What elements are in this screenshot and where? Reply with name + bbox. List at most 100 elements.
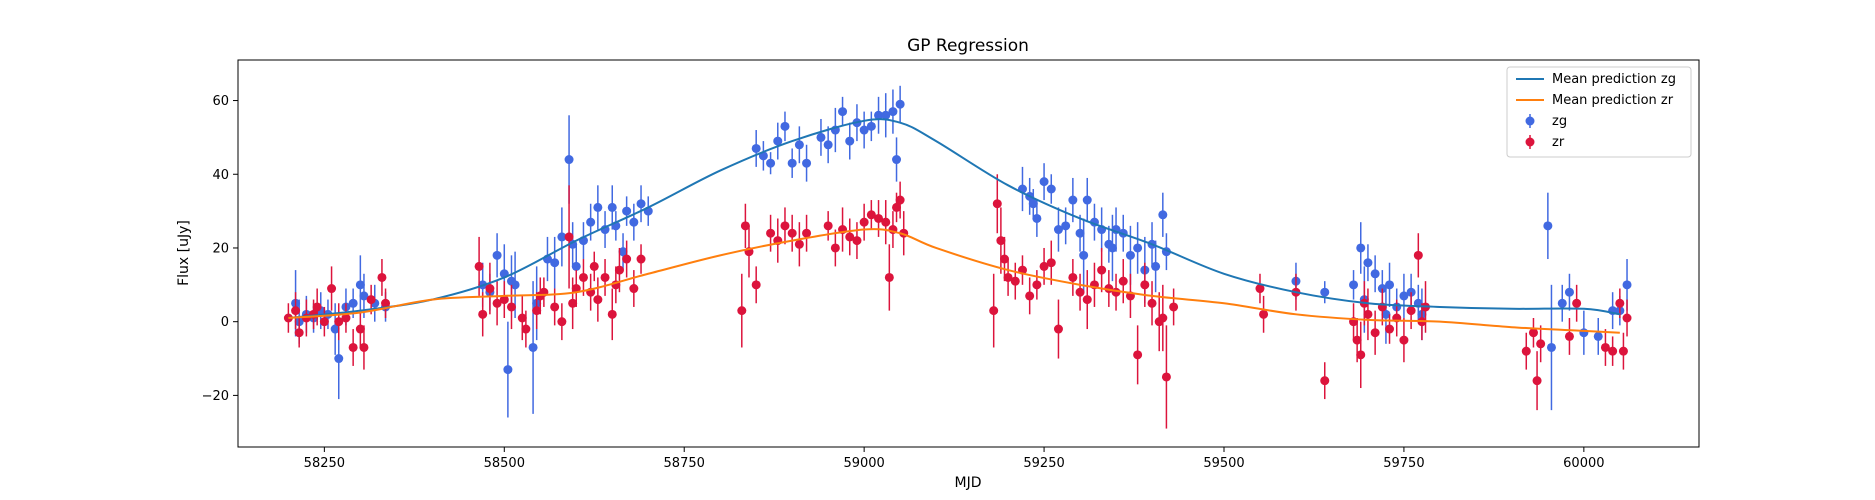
- data-point-zg: [895, 99, 905, 109]
- data-point-zr: [802, 228, 812, 238]
- data-point-zr: [474, 261, 484, 271]
- data-point-zr: [312, 302, 322, 312]
- data-point-zr: [521, 324, 531, 334]
- mean-prediction-zg-line: [288, 118, 1620, 319]
- data-point-zr: [751, 280, 761, 290]
- x-axis-label: MJD: [955, 475, 982, 491]
- data-point-zg: [1399, 291, 1409, 301]
- data-point-zr: [341, 313, 351, 323]
- data-point-zr: [766, 228, 776, 238]
- data-point-zr: [557, 317, 567, 327]
- data-point-zr: [1118, 276, 1128, 286]
- data-point-zg: [1158, 210, 1168, 220]
- data-point-zr: [823, 221, 833, 231]
- x-tick-label: 59250: [1023, 456, 1064, 471]
- data-point-zg: [1133, 243, 1143, 253]
- data-point-zr: [517, 313, 527, 323]
- data-point-zg: [1107, 243, 1117, 253]
- data-point-zg: [1381, 309, 1391, 319]
- data-point-zr: [1363, 309, 1373, 319]
- data-point-zg: [1082, 195, 1092, 205]
- data-point-zg: [586, 217, 596, 227]
- data-point-zg: [773, 136, 783, 146]
- data-point-zr: [1564, 331, 1574, 341]
- data-point-zg: [1564, 287, 1574, 297]
- data-point-zg: [1032, 213, 1042, 223]
- data-point-zg: [550, 258, 560, 268]
- data-point-zr: [1356, 350, 1366, 360]
- legend-marker-zg: [1525, 116, 1535, 126]
- data-point-zr: [334, 317, 344, 327]
- x-tick-label: 58750: [664, 456, 705, 471]
- data-point-zr: [377, 272, 387, 282]
- data-point-zr: [1039, 261, 1049, 271]
- data-point-zg: [1622, 280, 1632, 290]
- data-point-zg: [838, 107, 848, 117]
- data-point-zr: [737, 306, 747, 316]
- data-point-zg: [1125, 250, 1135, 260]
- data-point-zg: [780, 121, 790, 131]
- data-point-zr: [1025, 291, 1035, 301]
- data-point-zr: [600, 272, 610, 282]
- data-point-zr: [571, 284, 581, 294]
- data-point-zr: [294, 328, 304, 338]
- data-point-zr: [359, 342, 369, 352]
- data-point-zr: [794, 239, 804, 249]
- data-point-zr: [1133, 350, 1143, 360]
- data-point-zr: [1622, 313, 1632, 323]
- data-point-zr: [1259, 309, 1269, 319]
- data-point-zr: [1053, 324, 1063, 334]
- data-point-zg: [618, 247, 628, 257]
- data-point-zr: [1147, 298, 1157, 308]
- x-tick-label: 58500: [484, 456, 525, 471]
- data-point-zg: [1356, 243, 1366, 253]
- data-point-zg: [1320, 287, 1330, 297]
- x-axis-ticks: 58250 58500 58750 59000 59250 59500 59750 60000: [304, 447, 1605, 471]
- series-zg: [291, 85, 1632, 418]
- data-point-zr: [1521, 346, 1531, 356]
- y-tick-label: 40: [212, 168, 229, 183]
- legend-label-zg: zg: [1552, 114, 1567, 129]
- data-point-zr: [564, 232, 574, 242]
- data-point-zr: [1399, 335, 1409, 345]
- data-point-zg: [528, 342, 538, 352]
- data-point-zr: [636, 254, 646, 264]
- data-point-zr: [593, 295, 603, 305]
- data-point-zr: [366, 295, 376, 305]
- data-point-zr: [787, 228, 797, 238]
- x-tick-label: 60000: [1563, 456, 1604, 471]
- data-point-zg: [816, 132, 826, 142]
- data-point-zg: [1385, 280, 1395, 290]
- data-point-zg: [874, 110, 884, 120]
- data-point-zg: [1068, 195, 1078, 205]
- legend-label-mean-zr: Mean prediction zr: [1552, 93, 1674, 108]
- data-point-zr: [327, 284, 337, 294]
- data-point-zr: [859, 217, 869, 227]
- data-point-zr: [780, 221, 790, 231]
- data-point-zr: [1068, 272, 1078, 282]
- data-point-zg: [1579, 328, 1589, 338]
- data-point-zg: [571, 261, 581, 271]
- data-point-zg: [629, 217, 639, 227]
- data-point-zr: [996, 236, 1006, 246]
- plot-frame: [237, 59, 1700, 448]
- mean-lines-layer: [288, 118, 1620, 334]
- data-point-zg: [1039, 177, 1049, 187]
- data-point-zg: [1370, 269, 1380, 279]
- data-point-zr: [1572, 298, 1582, 308]
- data-point-zg: [787, 158, 797, 168]
- y-tick-label: 0: [221, 315, 229, 330]
- data-point-zg: [622, 206, 632, 216]
- data-point-zg: [1151, 261, 1161, 271]
- data-point-zg: [1075, 228, 1085, 238]
- data-point-zr: [319, 317, 329, 327]
- data-point-zr: [589, 261, 599, 271]
- data-point-zr: [492, 298, 502, 308]
- data-point-zr: [845, 232, 855, 242]
- data-point-zg: [766, 158, 776, 168]
- data-point-zr: [485, 284, 495, 294]
- chart-title: GP Regression: [907, 36, 1029, 56]
- data-point-zr: [1413, 250, 1423, 260]
- data-point-zg: [859, 125, 869, 135]
